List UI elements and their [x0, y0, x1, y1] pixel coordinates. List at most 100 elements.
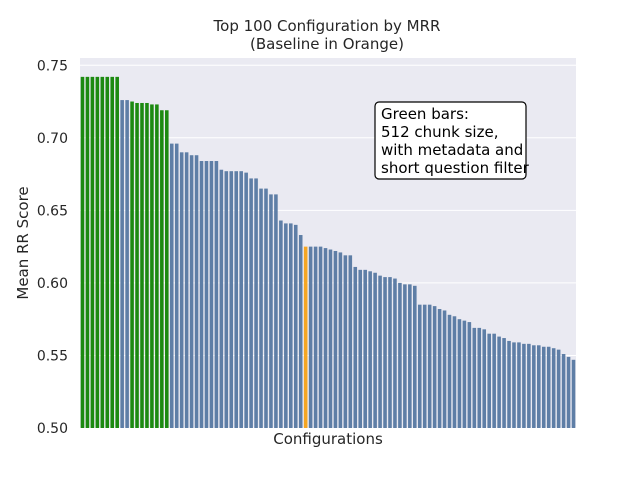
bar: [358, 269, 363, 428]
bar: [556, 349, 561, 428]
bar: [318, 246, 323, 428]
bar: [427, 304, 432, 428]
bar: [254, 178, 258, 428]
bar: [522, 343, 526, 428]
bar: [348, 255, 353, 428]
bar: [224, 171, 229, 428]
bar: [363, 269, 367, 428]
y-axis-label: Mean RR Score: [14, 186, 32, 299]
bar: [472, 327, 477, 428]
bar: [432, 306, 437, 428]
bar-highlight: [160, 110, 164, 429]
bar: [239, 171, 243, 428]
bar: [561, 354, 566, 428]
bar: [174, 143, 179, 429]
bar: [184, 152, 189, 428]
bar: [333, 250, 338, 428]
bar: [393, 278, 397, 428]
y-tick-label: 0.75: [37, 58, 68, 74]
bar: [398, 282, 402, 428]
y-tick-label: 0.70: [37, 131, 68, 147]
bar: [378, 275, 382, 428]
bar: [541, 346, 546, 428]
bar: [403, 284, 407, 428]
bar: [194, 155, 199, 428]
bar: [199, 161, 204, 428]
bar: [120, 100, 124, 428]
annotation-frame: [374, 101, 527, 180]
bar: [487, 333, 491, 428]
bar: [219, 169, 224, 429]
bar: [551, 348, 556, 428]
bar: [492, 333, 496, 428]
bar-highlight: [80, 76, 85, 429]
bar: [408, 284, 412, 428]
bar: [413, 285, 417, 428]
bar-highlight: [95, 76, 100, 429]
annotation-box: Green bars: 512 chunk size, with metadat…: [374, 101, 530, 180]
bar: [269, 194, 273, 428]
bar: [204, 161, 209, 428]
bar: [437, 309, 442, 428]
bar: [368, 271, 372, 428]
bar: [546, 346, 551, 428]
annotation-line-1: Green bars:: [381, 105, 469, 123]
bar: [298, 235, 303, 428]
bar: [383, 277, 387, 428]
bar: [353, 266, 358, 428]
bar: [447, 314, 452, 428]
y-ticks: 0.50 0.55 0.60 0.65 0.70 0.75: [37, 58, 68, 437]
bar: [343, 255, 348, 428]
bar: [517, 342, 521, 428]
bar: [249, 178, 253, 428]
bar: [442, 310, 447, 428]
bar-highlight: [90, 76, 95, 429]
bar: [229, 171, 234, 428]
bar: [502, 338, 506, 428]
bar: [313, 246, 318, 428]
bar-highlight: [100, 76, 105, 429]
bar: [169, 143, 174, 429]
chart-title-line-2: (Baseline in Orange): [250, 35, 404, 53]
bar: [482, 329, 487, 428]
bar: [328, 249, 333, 428]
x-axis-label: Configurations: [273, 430, 383, 448]
bar: [537, 345, 541, 428]
bar: [373, 272, 377, 428]
bars: [80, 76, 576, 429]
bar: [209, 161, 214, 428]
annotation-line-3: with metadata and: [381, 141, 523, 159]
y-tick-label: 0.60: [37, 276, 68, 292]
bar: [244, 172, 248, 428]
bar: [532, 345, 536, 428]
bar-highlight: [135, 102, 139, 428]
y-tick-label: 0.50: [37, 421, 68, 437]
bar-highlight: [110, 76, 115, 429]
bar: [457, 319, 462, 428]
bar: [467, 322, 472, 428]
bar: [284, 223, 288, 428]
bar-highlight: [115, 76, 119, 429]
bar: [214, 161, 219, 428]
bar: [264, 188, 268, 428]
bar: [566, 356, 571, 428]
bar: [274, 194, 278, 428]
bar-highlight: [85, 76, 90, 429]
bar: [179, 152, 184, 428]
bar: [125, 100, 129, 428]
bar-baseline: [303, 246, 308, 428]
y-tick-label: 0.65: [37, 203, 68, 219]
bar-highlight: [140, 102, 144, 428]
bar: [527, 343, 531, 428]
bar: [308, 246, 313, 428]
bar: [422, 304, 427, 428]
bar: [571, 359, 576, 428]
bar: [462, 320, 467, 428]
bar: [323, 248, 328, 428]
bar: [512, 342, 516, 428]
bar: [477, 327, 482, 428]
bar: [507, 340, 511, 428]
bar: [189, 155, 194, 428]
bar: [388, 277, 392, 428]
